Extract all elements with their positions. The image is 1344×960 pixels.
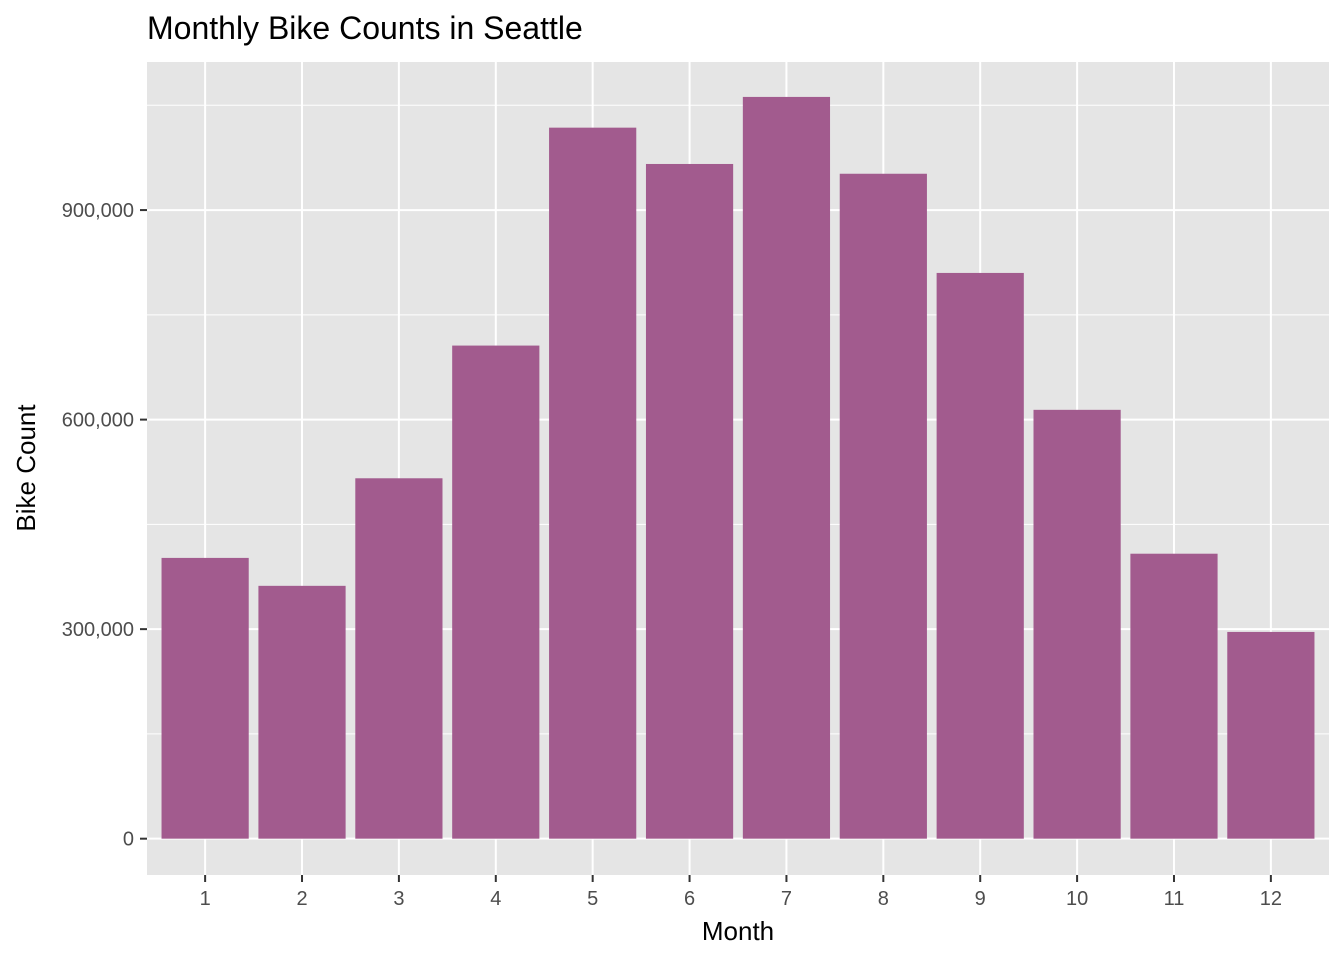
x-tick-label: 7 <box>781 888 792 910</box>
bar <box>936 272 1024 839</box>
bar <box>258 585 346 839</box>
y-axis: 0 300,000 600,000 900,000 <box>62 200 147 851</box>
bar <box>1033 409 1121 839</box>
bar <box>1227 631 1315 839</box>
chart-title: Monthly Bike Counts in Seattle <box>147 10 583 46</box>
x-tick-label: 4 <box>490 888 501 910</box>
bar <box>1130 553 1218 839</box>
bar <box>549 127 637 839</box>
x-tick-label: 6 <box>684 888 695 910</box>
x-axis-title: Month <box>702 916 774 946</box>
y-tick-label: 600,000 <box>62 410 134 432</box>
x-tick-label: 2 <box>296 888 307 910</box>
x-tick-label: 8 <box>878 888 889 910</box>
x-tick-label: 12 <box>1260 888 1282 910</box>
bar <box>355 478 443 839</box>
x-tick-label: 3 <box>393 888 404 910</box>
x-tick-label: 11 <box>1164 888 1185 910</box>
bar <box>742 96 831 839</box>
y-tick-label: 0 <box>123 829 134 851</box>
bar <box>452 345 540 839</box>
y-axis-title: Bike Count <box>11 404 41 532</box>
x-tick-label: 5 <box>587 888 598 910</box>
y-tick-label: 900,000 <box>62 200 134 222</box>
y-tick-label: 300,000 <box>62 619 134 641</box>
x-tick-label: 10 <box>1066 888 1088 910</box>
bar <box>645 163 734 839</box>
bar <box>839 173 927 839</box>
x-tick-label: 1 <box>200 888 211 910</box>
x-axis: 1 2 3 4 5 6 7 8 9 10 11 12 <box>200 875 1282 910</box>
x-tick-label: 9 <box>975 888 986 910</box>
bar <box>161 557 249 839</box>
bars <box>161 96 1315 839</box>
